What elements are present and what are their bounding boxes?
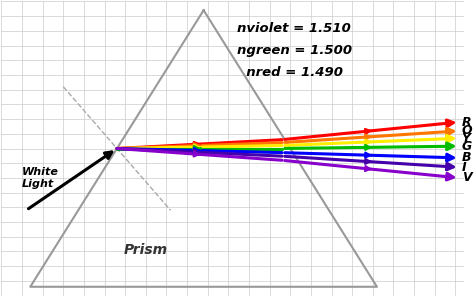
Text: G: G (462, 140, 472, 153)
Text: B: B (462, 151, 471, 165)
Text: nviolet = 1.510: nviolet = 1.510 (237, 22, 350, 35)
Text: O: O (462, 124, 472, 137)
Text: White
Light: White Light (22, 167, 59, 189)
Text: ngreen = 1.500: ngreen = 1.500 (237, 44, 352, 57)
Text: Y: Y (462, 132, 471, 145)
Text: nred = 1.490: nred = 1.490 (237, 66, 343, 79)
Text: R: R (462, 116, 471, 129)
Text: V: V (462, 171, 471, 184)
Text: Prism: Prism (124, 244, 168, 257)
Text: I: I (462, 161, 466, 174)
